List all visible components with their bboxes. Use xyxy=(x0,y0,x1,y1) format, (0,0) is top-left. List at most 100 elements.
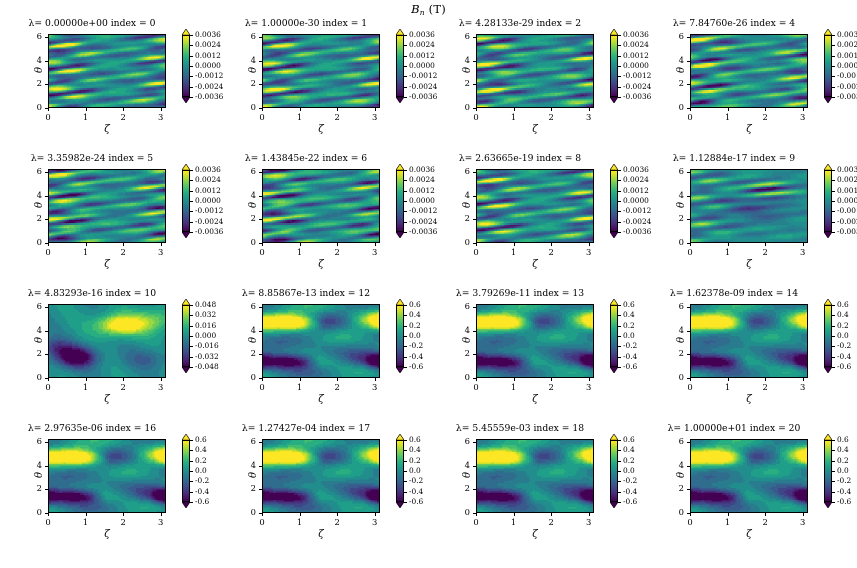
contour-field xyxy=(477,440,593,512)
contour-panel-index-5: λ= 3.35982e-24 index = 5 0 1 2 3 0 2 4 6 ζ θ 0.0036… xyxy=(18,153,224,281)
contour-field xyxy=(49,440,165,512)
x-tick xyxy=(123,243,125,246)
y-tick-label: 0 xyxy=(450,102,470,112)
y-axis-label: θ xyxy=(676,67,687,73)
colorbar-tick-label: 0.2 xyxy=(837,456,849,465)
colorbar-gradient xyxy=(824,440,832,502)
colorbar-tick xyxy=(190,221,193,223)
x-tick-label: 3 xyxy=(579,382,599,392)
colorbar-gradient xyxy=(610,305,618,367)
y-tick-label: 4 xyxy=(236,55,256,65)
x-tick xyxy=(476,243,477,246)
y-tick-label: 2 xyxy=(664,213,684,223)
axes-area xyxy=(262,34,380,108)
colorbar-over-arrow xyxy=(610,29,618,35)
x-tick-label: 1 xyxy=(504,517,524,527)
colorbar-tick xyxy=(618,325,621,327)
x-tick-label: 0 xyxy=(252,517,272,527)
panel-title: λ= 7.84760e-26 index = 4 xyxy=(660,18,808,29)
y-tick xyxy=(687,195,690,197)
x-tick-label: 1 xyxy=(504,112,524,122)
colorbar-tick xyxy=(404,346,407,348)
colorbar-tick-label: 0.0 xyxy=(623,331,635,340)
colorbar-tick xyxy=(618,481,621,483)
x-tick xyxy=(765,243,767,246)
colorbar-under-arrow xyxy=(396,367,404,373)
x-tick-label: 0 xyxy=(466,247,486,257)
colorbar-tick xyxy=(190,211,193,213)
colorbar-gradient xyxy=(396,35,404,97)
colorbar-gradient-fill xyxy=(825,36,831,96)
colorbar-tick-label: 0.0024 xyxy=(409,40,435,49)
colorbar-tick xyxy=(404,481,407,483)
x-tick xyxy=(802,378,804,381)
x-tick-label: 2 xyxy=(541,112,561,122)
x-tick xyxy=(337,108,339,111)
colorbar-tick xyxy=(832,356,835,358)
colorbar-tick xyxy=(404,325,407,327)
colorbar-gradient-fill xyxy=(611,36,617,96)
colorbar-tick xyxy=(832,325,835,327)
y-tick-label: 6 xyxy=(22,301,42,311)
y-tick-label: 4 xyxy=(236,325,256,335)
y-tick xyxy=(45,489,48,491)
x-axis-label: ζ xyxy=(476,124,594,135)
y-tick xyxy=(687,307,690,309)
colorbar-tick-label: 0.6 xyxy=(623,435,635,444)
x-tick-label: 3 xyxy=(365,112,385,122)
y-axis-label: θ xyxy=(34,67,45,73)
x-tick-label: 0 xyxy=(466,112,486,122)
x-tick xyxy=(262,243,263,246)
y-tick xyxy=(259,442,262,444)
y-tick-label: 6 xyxy=(22,31,42,41)
colorbar-tick-label: 0.0000 xyxy=(623,196,649,205)
x-axis-label: ζ xyxy=(48,529,166,540)
y-tick-label: 4 xyxy=(664,325,684,335)
colorbar-tick-label: 0.016 xyxy=(195,321,216,330)
colorbar-tick-label: 0.0036 xyxy=(623,30,649,39)
y-tick-label: 6 xyxy=(450,166,470,176)
y-tick xyxy=(45,195,48,197)
y-tick xyxy=(45,84,48,86)
colorbar-over-arrow xyxy=(610,434,618,440)
x-tick xyxy=(123,108,125,111)
x-tick-label: 1 xyxy=(718,112,738,122)
colorbar-tick xyxy=(404,315,407,317)
colorbar-tick xyxy=(404,367,407,368)
y-tick-label: 2 xyxy=(450,483,470,493)
x-tick-label: 0 xyxy=(466,517,486,527)
colorbar-tick-label: -0.0012 xyxy=(409,71,437,80)
colorbar-tick xyxy=(618,76,621,78)
y-tick xyxy=(473,442,476,444)
x-tick-label: 3 xyxy=(151,517,171,527)
colorbar-over-arrow xyxy=(182,434,190,440)
y-tick xyxy=(45,442,48,444)
colorbar-tick-label: -0.032 xyxy=(195,352,219,361)
y-tick xyxy=(473,84,476,86)
colorbar-under-arrow xyxy=(824,232,832,238)
x-tick xyxy=(765,513,767,516)
y-axis-label: θ xyxy=(462,472,473,478)
x-tick-label: 0 xyxy=(38,517,58,527)
colorbar-tick-label: -0.4 xyxy=(409,487,423,496)
colorbar-gradient-fill xyxy=(183,36,189,96)
contour-panel-index-16: λ= 2.97635e-06 index = 16 0 1 2 3 0 2 4 6 ζ θ 0.6 0.… xyxy=(18,423,214,551)
colorbar-over-arrow xyxy=(182,164,190,170)
y-tick xyxy=(687,354,690,356)
x-tick xyxy=(299,243,301,246)
x-tick-label: 2 xyxy=(327,382,347,392)
x-tick xyxy=(690,243,691,246)
y-tick xyxy=(45,513,48,514)
y-tick xyxy=(45,60,48,62)
colorbar-under-arrow xyxy=(824,97,832,103)
colorbar-tick-label: 0.0012 xyxy=(409,51,435,60)
x-axis-label: ζ xyxy=(690,394,808,405)
contour-field xyxy=(263,305,379,377)
y-tick-label: 2 xyxy=(236,348,256,358)
colorbar-over-arrow xyxy=(610,164,618,170)
colorbar-gradient-fill xyxy=(397,441,403,501)
colorbar-tick-label: 0.6 xyxy=(837,300,849,309)
contour-field xyxy=(691,440,807,512)
axes-area xyxy=(48,34,166,108)
x-tick xyxy=(513,108,515,111)
